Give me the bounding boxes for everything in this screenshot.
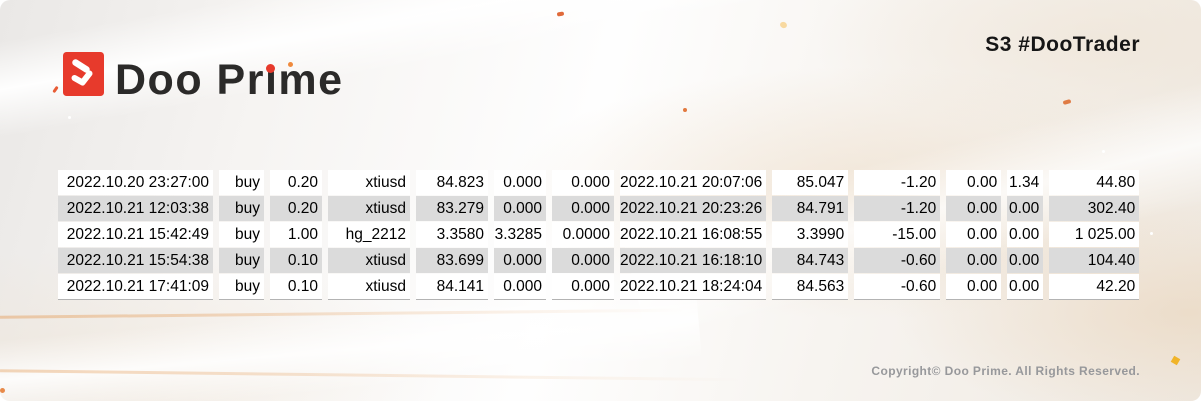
trade-cell: 3.3990 [772,222,849,247]
trade-cell: 0.000 [552,274,614,300]
trade-cell: hg_2212 [328,222,410,247]
trade-cell: 0.00 [1007,222,1044,247]
trade-cell: -1.20 [854,170,941,195]
trade-cell: buy [219,170,264,195]
trade-cell: xtiusd [328,196,410,221]
trade-cell: 44.80 [1049,170,1140,195]
trade-cell: 0.000 [494,170,546,195]
trade-cell: 2022.10.20 23:27:00 [58,170,213,195]
trade-cell: 2022.10.21 12:03:38 [58,196,213,221]
trade-cell: 0.10 [270,248,322,273]
confetti-particle [0,388,5,393]
trade-cell: 0.000 [494,248,546,273]
trade-cell: 2022.10.21 16:18:10 [620,248,767,273]
trade-cell: -1.20 [854,196,941,221]
trade-cell: -0.60 [854,248,941,273]
trades-table-body: 2022.10.20 23:27:00 buy 0.20 xtiusd 84.823 0.… [58,170,1140,300]
confetti-particle [1170,355,1181,366]
trade-cell: 0.000 [552,170,614,195]
trade-cell: xtiusd [328,170,410,195]
trade-cell: buy [219,248,264,273]
trade-cell: 0.20 [270,170,322,195]
trade-cell: 84.563 [772,274,849,300]
trade-cell: buy [219,196,264,221]
trade-cell: 2022.10.21 16:08:55 [620,222,767,247]
trade-cell: 1.34 [1007,170,1044,195]
trade-cell: 85.047 [772,170,849,195]
copyright-text: Copyright© Doo Prime. All Rights Reserve… [871,364,1140,378]
trade-cell: 2022.10.21 20:23:26 [620,196,767,221]
trade-row: 2022.10.21 17:41:09 buy 0.10 xtiusd 84.141 0.… [58,274,1140,300]
sparkle-dot [1102,150,1105,153]
trade-cell: 0.00 [1007,196,1044,221]
trade-cell: xtiusd [328,248,410,273]
sparkle-dot [1150,232,1153,235]
trade-cell: 0.000 [494,196,546,221]
trade-cell: 84.141 [416,274,488,300]
trade-cell: 0.10 [270,274,322,300]
session-label: S3 #DooTrader [985,33,1140,56]
sparkle-dot [68,116,71,119]
confetti-particle [52,85,59,94]
trade-row: 2022.10.21 15:54:38 buy 0.10 xtiusd 83.699 0.… [58,248,1140,273]
confetti-particle [556,11,565,17]
trade-cell: 0.000 [552,196,614,221]
trade-cell: buy [219,274,264,300]
doo-prime-logo-icon [63,52,104,101]
trade-cell: 0.00 [1007,248,1044,273]
trade-cell: 0.0000 [552,222,614,247]
trade-cell: 2022.10.21 15:42:49 [58,222,213,247]
trade-cell: -0.60 [854,274,941,300]
trade-cell: 83.699 [416,248,488,273]
trade-cell: 0.20 [270,196,322,221]
trade-cell: 3.3580 [416,222,488,247]
confetti-particle [1062,99,1072,105]
confetti-particle [683,108,687,112]
trade-cell: 0.00 [946,248,1002,273]
trade-cell: 84.823 [416,170,488,195]
trade-cell: 2022.10.21 15:54:38 [58,248,213,273]
trade-cell: 84.743 [772,248,849,273]
trades-table: 2022.10.20 23:27:00 buy 0.20 xtiusd 84.823 0.… [52,169,1145,301]
trade-row: 2022.10.20 23:27:00 buy 0.20 xtiusd 84.823 0.… [58,170,1140,195]
trade-cell: 2022.10.21 17:41:09 [58,274,213,300]
trade-cell: 2022.10.21 18:24:04 [620,274,767,300]
trade-cell: 0.000 [494,274,546,300]
confetti-particle [779,20,788,30]
trade-cell: 0.00 [946,222,1002,247]
trade-cell: 0.00 [1007,274,1044,300]
trade-cell: 302.40 [1049,196,1140,221]
brand-wordmark: Doo Prıme [115,56,344,104]
background-flare [0,369,780,382]
trade-cell: 1.00 [270,222,322,247]
trade-row: 2022.10.21 12:03:38 buy 0.20 xtiusd 83.279 0.… [58,196,1140,221]
trade-cell: xtiusd [328,274,410,300]
trade-row: 2022.10.21 15:42:49 buy 1.00 hg_2212 3.3580 3… [58,222,1140,247]
trade-cell: 0.00 [946,196,1002,221]
trade-cell: 1 025.00 [1049,222,1140,247]
trade-cell: 0.00 [946,274,1002,300]
trade-cell: 0.00 [946,170,1002,195]
trade-cell: buy [219,222,264,247]
trade-cell: 3.3285 [494,222,546,247]
trade-cell: 2022.10.21 20:07:06 [620,170,767,195]
trade-cell: 42.20 [1049,274,1140,300]
trade-cell: 104.40 [1049,248,1140,273]
trade-cell: -15.00 [854,222,941,247]
trade-cell: 83.279 [416,196,488,221]
trade-cell: 84.791 [772,196,849,221]
background-flare [0,308,720,319]
trade-cell: 0.000 [552,248,614,273]
wordmark-i-dot [266,64,275,73]
